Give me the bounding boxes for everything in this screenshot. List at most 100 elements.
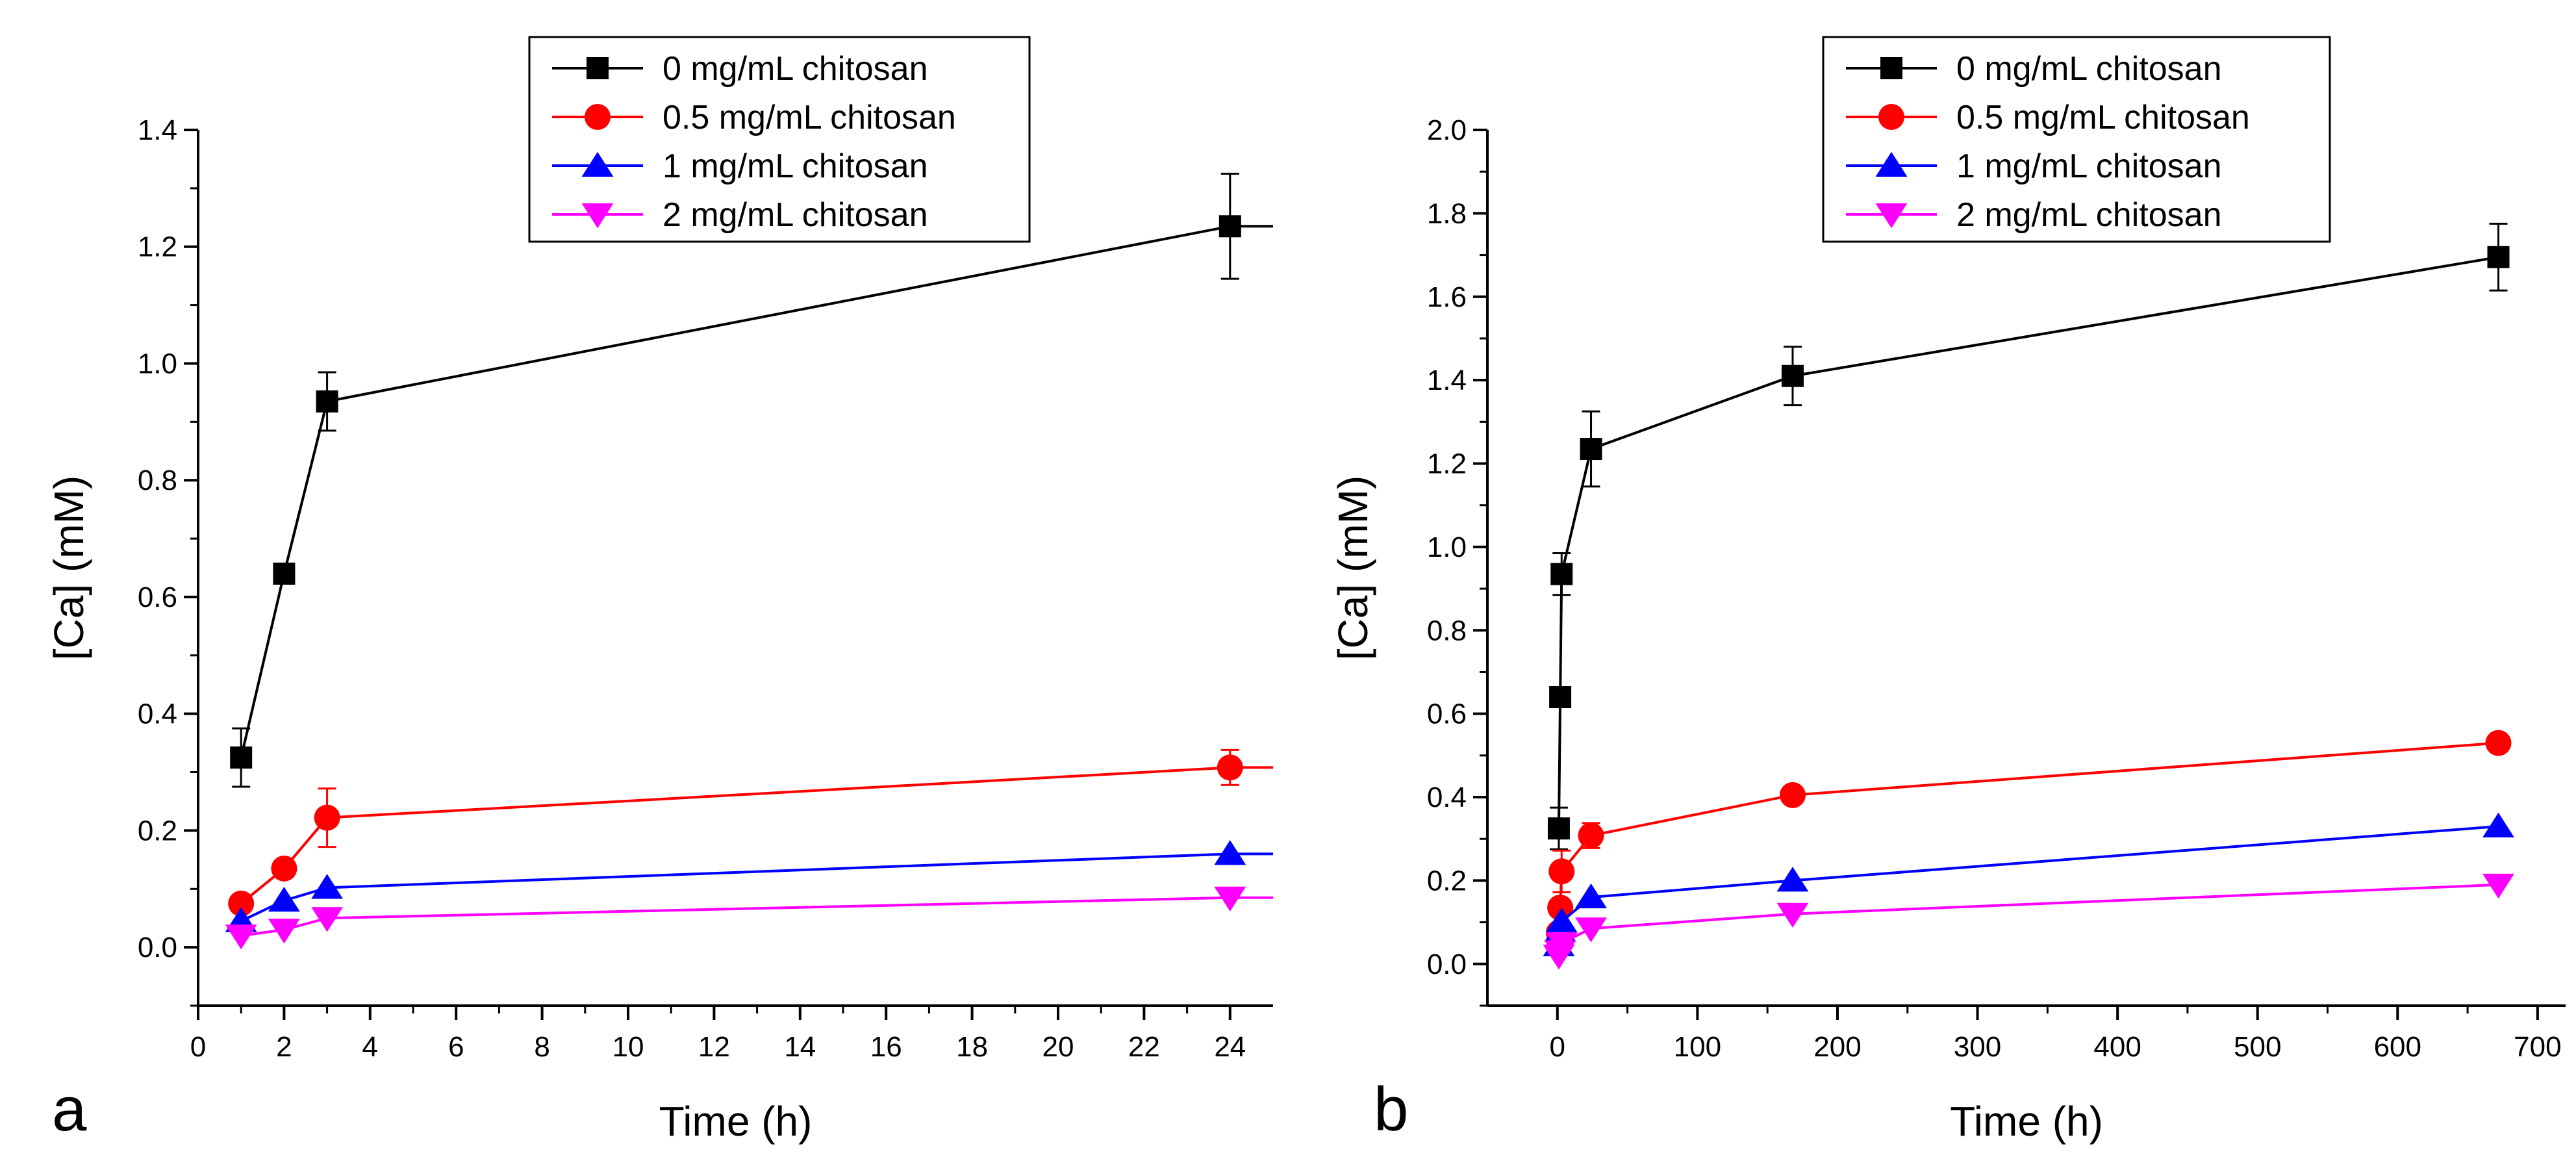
y-tick-label: 1.4 <box>1427 364 1467 396</box>
series-line <box>240 852 1230 923</box>
panel-label: a <box>52 1075 87 1144</box>
legend: 0 mg/mL chitosan 0.5 mg/mL chitosan 1 mg/m… <box>528 36 1031 243</box>
y-tick-label: 0.0 <box>1427 949 1467 980</box>
x-tick-label: 18 <box>956 1031 988 1063</box>
y-tick-label: 0.2 <box>1427 865 1467 897</box>
y-tick-label: 1.6 <box>1427 281 1467 313</box>
data-point <box>1547 895 1574 921</box>
data-point <box>273 562 296 585</box>
series-4 <box>225 886 1273 950</box>
x-tick-label: 22 <box>1128 1031 1160 1063</box>
y-axis-title: [Ca] (mM) <box>45 476 92 660</box>
data-point <box>1217 754 1243 781</box>
legend-entry: 1 mg/mL chitosan <box>1956 147 2221 185</box>
series-line <box>240 225 1231 758</box>
x-tick-label: 400 <box>2093 1031 2141 1063</box>
data-point <box>1575 883 1607 909</box>
data-point <box>1575 917 1607 943</box>
x-tick-label: 200 <box>1813 1031 1861 1063</box>
data-point <box>1578 822 1604 849</box>
data-point <box>228 890 255 917</box>
data-point <box>1550 563 1573 585</box>
data-point <box>314 804 340 831</box>
panel-label: b <box>1374 1075 1408 1144</box>
x-tick-label: 10 <box>612 1031 644 1063</box>
data-point <box>230 746 253 769</box>
series-1 <box>1547 222 2510 850</box>
y-tick-label: 0.6 <box>138 581 177 613</box>
data-point <box>1214 886 1246 911</box>
x-tick-label: 14 <box>784 1031 816 1063</box>
x-tick-label: 0 <box>190 1031 206 1063</box>
legend-swatch-marker <box>1880 57 1902 79</box>
x-tick-label: 20 <box>1042 1031 1074 1063</box>
y-tick-label: 0.8 <box>138 465 177 496</box>
data-point <box>1776 902 1809 928</box>
chart-panel-a: 0.00.20.40.60.81.01.21.40 2 4 6 8 10 12 14 16 18 2… <box>45 36 1273 1145</box>
y-tick-label: 2.0 <box>1427 114 1467 146</box>
data-point <box>1545 908 1578 933</box>
x-tick-label: 8 <box>534 1031 549 1063</box>
data-point <box>1580 438 1602 461</box>
legend-entry: 1 mg/mL chitosan <box>663 147 928 185</box>
y-tick-label: 1.4 <box>138 114 177 146</box>
data-point <box>268 886 300 912</box>
data-point <box>1781 364 1804 387</box>
data-point <box>311 874 344 899</box>
x-tick-label: 16 <box>870 1031 902 1063</box>
x-tick-label: 0 <box>1550 1031 1565 1063</box>
x-tick-label: 100 <box>1674 1031 1721 1063</box>
y-tick-label: 1.2 <box>1427 448 1467 480</box>
data-point <box>1548 858 1575 885</box>
series-line <box>1557 255 2499 829</box>
data-point <box>1547 817 1570 840</box>
x-tick-label: 300 <box>1954 1031 2001 1063</box>
series-4 <box>1543 873 2514 970</box>
legend-entry: 0 mg/mL chitosan <box>1956 50 2221 88</box>
x-tick-label: 12 <box>698 1031 730 1063</box>
legend-swatch-marker <box>581 203 614 229</box>
legend-swatch-marker <box>585 104 611 130</box>
x-tick-label: 4 <box>362 1031 378 1063</box>
data-point <box>1779 782 1806 808</box>
legend-entry: 2 mg/mL chitosan <box>663 196 928 234</box>
data-point <box>1545 932 1578 957</box>
data-point <box>1549 685 1572 708</box>
chart-panel-b: 0.0 0.2 0.4 0.6 0.8 1.0 1.2 1.4 1.6 1.8 2.0 0 100 200… <box>1330 36 2566 1145</box>
x-tick-label: 500 <box>2234 1031 2281 1063</box>
y-tick-label: 0.8 <box>1427 615 1467 646</box>
series-3 <box>225 840 1273 932</box>
y-tick-label: 0.0 <box>138 932 177 963</box>
y-tick-label: 1.8 <box>1427 197 1467 229</box>
x-axis-title: Time (h) <box>1950 1098 2103 1145</box>
x-tick-label: 24 <box>1214 1031 1246 1063</box>
series-2 <box>228 748 1273 917</box>
y-tick-label: 1.0 <box>138 348 177 379</box>
y-axis-title: [Ca] (mM) <box>1330 476 1376 660</box>
series-line <box>240 766 1230 905</box>
series-3 <box>1543 812 2514 956</box>
legend: 0 mg/mL chitosan 0.5 mg/mL chitosan 1 mg/m… <box>1822 36 2331 243</box>
data-point <box>268 919 300 944</box>
legend-swatch-marker <box>587 57 609 79</box>
legend-swatch-marker <box>1878 104 1904 130</box>
legend-entry: 0.5 mg/mL chitosan <box>1956 99 2250 136</box>
data-point <box>225 924 257 950</box>
series-line <box>1558 883 2499 956</box>
data-point <box>271 855 297 882</box>
series-line <box>1557 824 2499 946</box>
legend-swatch-marker <box>1875 203 1908 229</box>
legend-box <box>528 36 1031 243</box>
y-tick-label: 0.4 <box>138 698 177 730</box>
legend-entry: 0 mg/mL chitosan <box>663 50 928 88</box>
x-tick-label: 600 <box>2374 1031 2421 1063</box>
data-point <box>2487 246 2510 268</box>
legend-box <box>1822 36 2331 243</box>
data-point <box>2485 730 2512 756</box>
data-point <box>311 907 344 932</box>
series-2 <box>1545 730 2512 946</box>
x-axis-title: Time (h) <box>659 1098 813 1145</box>
data-point <box>1214 840 1246 865</box>
x-tick-label: 700 <box>2514 1031 2561 1063</box>
